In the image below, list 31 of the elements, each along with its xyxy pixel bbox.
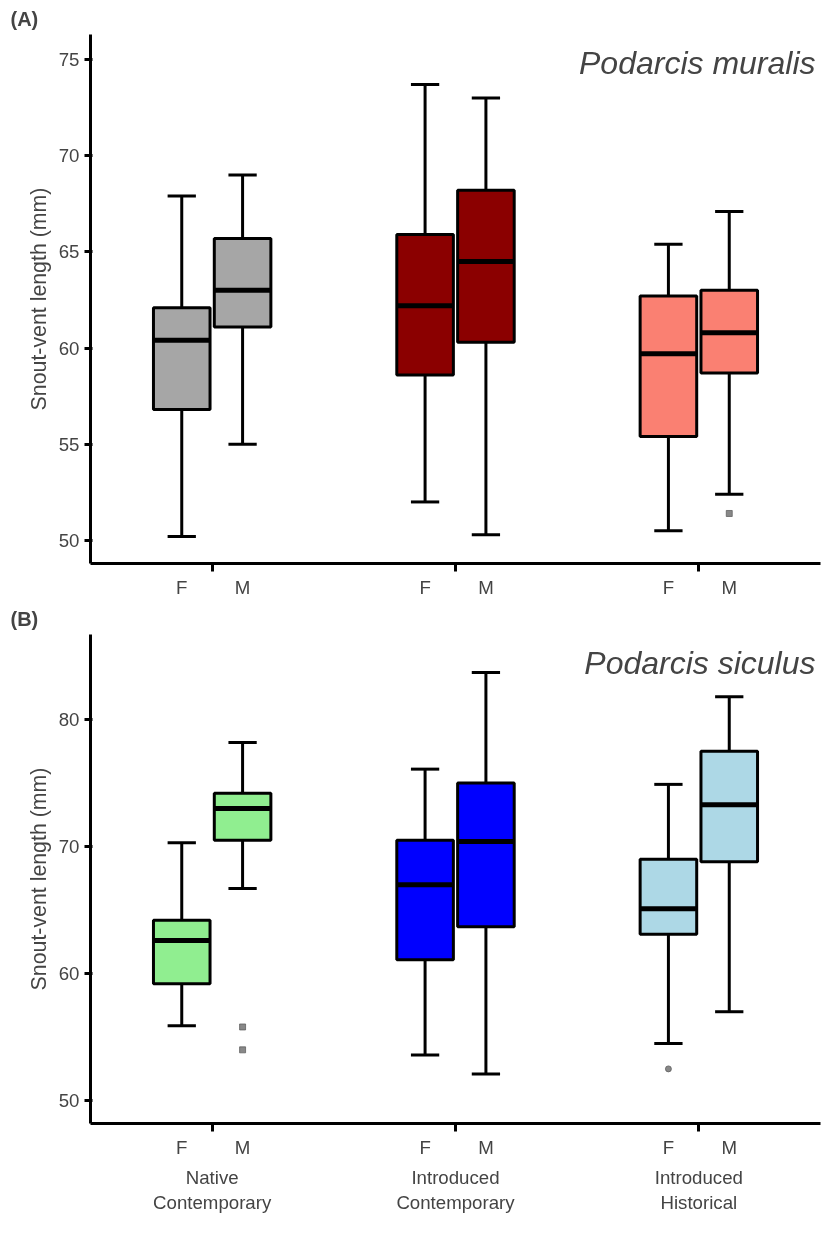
x-tick-label: M bbox=[234, 576, 251, 598]
y-tick-label: 50 bbox=[58, 1090, 80, 1112]
x-tick-label: M bbox=[478, 576, 494, 598]
text: Introduced Historical bbox=[654, 1166, 743, 1213]
x-tick-label: F bbox=[662, 576, 675, 598]
text: Introduced Contemporary bbox=[396, 1166, 516, 1213]
x-tick-label: M bbox=[721, 1136, 738, 1158]
x-tick-label: M bbox=[478, 1136, 494, 1158]
y-tick-label: 70 bbox=[58, 836, 80, 858]
x-tick-label: F bbox=[419, 1136, 431, 1158]
x-tick-label: F bbox=[176, 576, 188, 598]
y-axis-title: Snout-vent length (mm) bbox=[26, 187, 51, 411]
text: Native Contemporary bbox=[153, 1166, 272, 1213]
y-tick-label: 80 bbox=[58, 709, 80, 731]
y-tick-label: 70 bbox=[58, 145, 80, 167]
y-axis-title: Snout-vent length (mm) bbox=[26, 767, 51, 991]
y-tick-label: 55 bbox=[58, 433, 80, 455]
chart-title: Podarcis siculus bbox=[584, 644, 816, 681]
x-tick-label: M bbox=[234, 1136, 251, 1158]
x-tick-label: F bbox=[662, 1136, 675, 1158]
y-tick-label: 65 bbox=[58, 241, 80, 263]
y-tick-label: 75 bbox=[58, 49, 80, 71]
y-tick-label: 60 bbox=[58, 963, 80, 985]
y-tick-label: 60 bbox=[58, 337, 80, 359]
x-tick-label: M bbox=[721, 576, 738, 598]
y-tick-label: 50 bbox=[58, 529, 80, 551]
x-tick-label: F bbox=[176, 1136, 188, 1158]
chart-title: Podarcis muralis bbox=[578, 44, 816, 81]
text: (A) bbox=[10, 7, 39, 30]
x-tick-label: F bbox=[419, 576, 431, 598]
text: (B) bbox=[10, 607, 39, 630]
